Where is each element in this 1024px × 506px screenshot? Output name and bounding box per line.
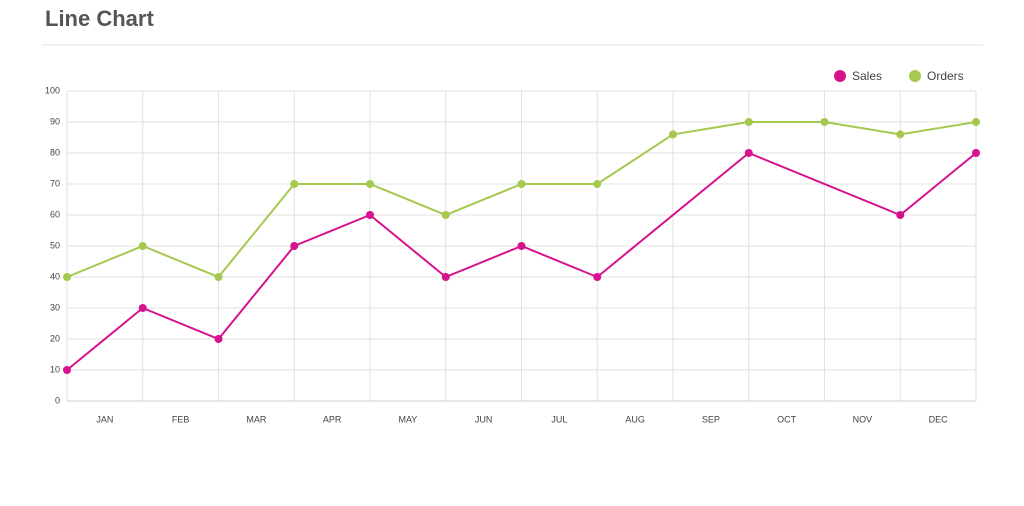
point [366,180,374,188]
point [138,242,147,250]
legend-swatch [909,70,921,82]
point [366,211,374,219]
y-tick-label: 20 [50,333,60,343]
y-tick-label: 90 [50,116,60,126]
y-tick-label: 40 [50,271,60,281]
point [517,180,526,188]
point [290,180,299,188]
point [744,118,753,126]
x-tick-label: AUG [625,414,645,424]
y-tick-label: 0 [55,395,60,405]
y-tick-label: 80 [50,147,60,157]
point [63,366,71,374]
point [441,273,450,281]
point [896,130,905,139]
legend-label: Sales [852,69,882,83]
x-tick-label: APR [323,414,342,424]
legend-swatch [834,70,846,82]
point [138,304,147,312]
x-tick-label: JUN [475,414,493,424]
x-tick-label: FEB [172,414,190,424]
x-tick-label: JAN [96,414,113,424]
point [820,118,829,126]
point [593,180,602,188]
point [63,273,71,281]
chart-title: Line Chart [45,6,154,31]
y-tick-label: 50 [50,240,60,250]
point [669,130,677,139]
legend-label: Orders [927,69,964,83]
point [896,211,905,219]
x-tick-label: OCT [777,414,797,424]
point [593,273,602,281]
y-tick-label: 100 [45,85,60,95]
x-tick-label: MAY [398,414,417,424]
point [214,335,223,343]
y-tick-label: 60 [50,209,60,219]
x-tick-label: SEP [702,414,720,424]
x-tick-label: JUL [551,414,567,424]
y-tick-label: 10 [50,364,60,374]
x-tick-label: NOV [853,414,873,424]
point [214,273,223,281]
x-tick-label: DEC [929,414,949,424]
x-tick-label: MAR [246,414,267,424]
point [290,242,299,250]
y-tick-label: 30 [50,302,60,312]
point [744,149,753,157]
y-tick-label: 70 [50,178,60,188]
point [972,149,980,157]
point [517,242,526,250]
point [441,211,450,219]
point [972,118,980,126]
